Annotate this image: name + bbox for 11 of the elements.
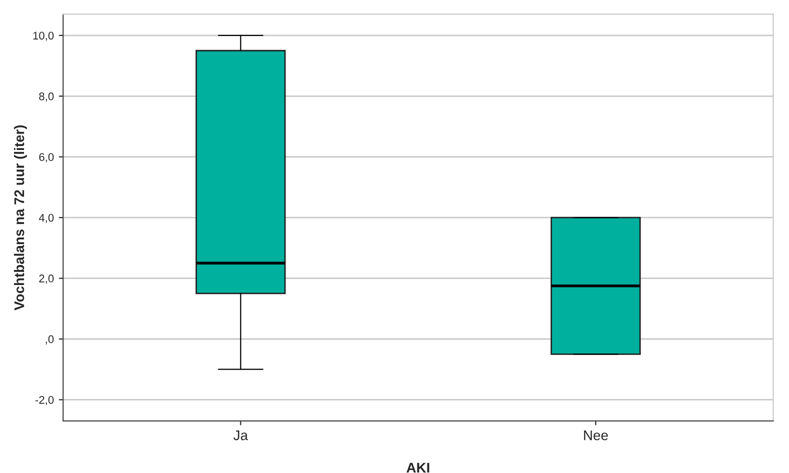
x-tick-label: Nee bbox=[584, 430, 608, 440]
y-tick-label: ,0 bbox=[46, 335, 54, 344]
x-axis-title: AKI bbox=[406, 462, 430, 472]
y-tick-label: -2,0 bbox=[35, 396, 54, 406]
y-tick-label: 4,0 bbox=[38, 214, 54, 224]
y-tick-label: 2,0 bbox=[39, 274, 54, 284]
y-axis-title: Vochtbalans na 72 uur (liter) bbox=[14, 125, 27, 310]
y-tick-label: 8,0 bbox=[39, 92, 54, 102]
y-tick-label: 10,0 bbox=[33, 32, 54, 41]
x-tick-label: Ja bbox=[234, 430, 248, 440]
y-tick-label: 6,0 bbox=[39, 153, 54, 162]
